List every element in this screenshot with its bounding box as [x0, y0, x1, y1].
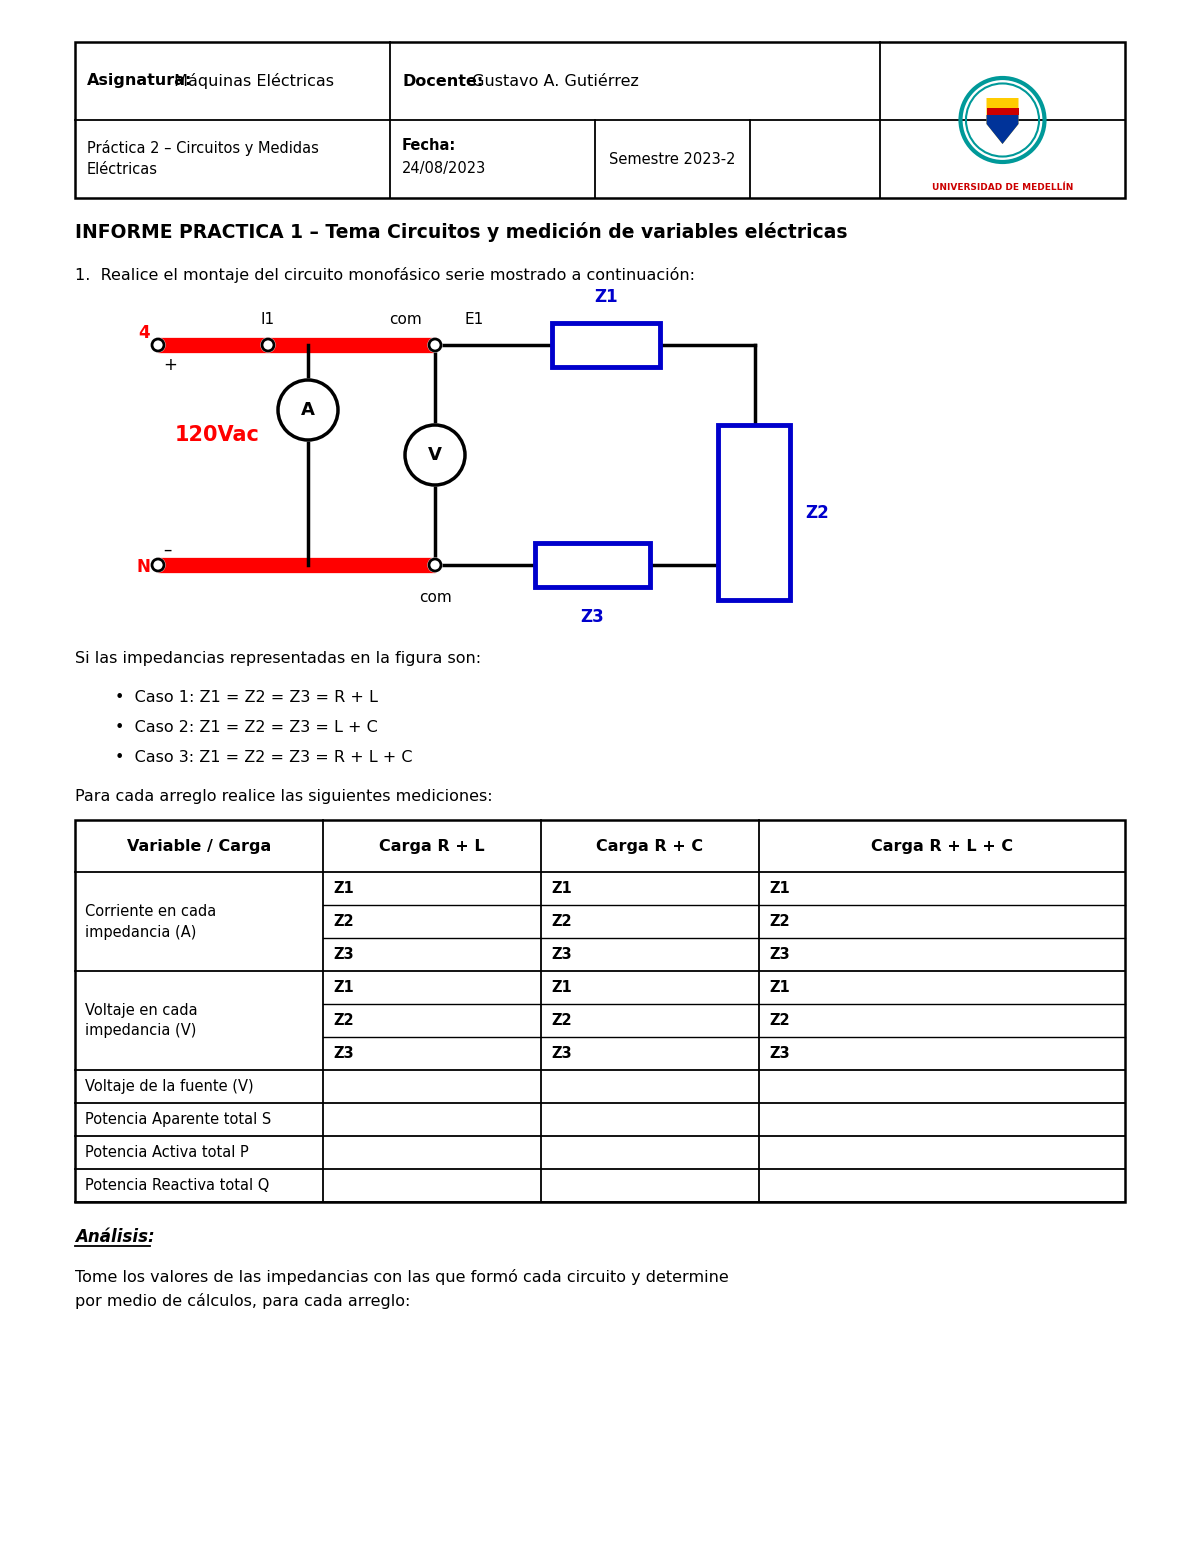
Text: Máquinas Eléctricas: Máquinas Eléctricas: [169, 73, 334, 89]
Polygon shape: [986, 115, 1019, 144]
Text: N: N: [136, 558, 150, 576]
Text: 1.  Realice el montaje del circuito monofásico serie mostrado a continuación:: 1. Realice el montaje del circuito monof…: [74, 267, 695, 283]
Text: Z2: Z2: [551, 915, 571, 929]
Text: E1: E1: [466, 312, 485, 328]
Circle shape: [151, 339, 166, 353]
Text: Z2: Z2: [769, 915, 790, 929]
Text: Práctica 2 – Circuitos y Medidas
Eléctricas: Práctica 2 – Circuitos y Medidas Eléctri…: [88, 140, 319, 177]
Text: INFORME PRACTICA 1 – Tema Circuitos y medición de variables eléctricas: INFORME PRACTICA 1 – Tema Circuitos y me…: [74, 222, 847, 242]
Text: •  Caso 1: Z1 = Z2 = Z3 = R + L: • Caso 1: Z1 = Z2 = Z3 = R + L: [115, 691, 378, 705]
Circle shape: [277, 379, 340, 441]
Text: Z2: Z2: [805, 503, 829, 522]
Circle shape: [404, 424, 466, 486]
Text: Z1: Z1: [551, 980, 571, 995]
Text: Corriente en cada
impedancia (A): Corriente en cada impedancia (A): [85, 904, 216, 940]
Text: Carga R + L + C: Carga R + L + C: [871, 839, 1013, 854]
Text: Z2: Z2: [334, 915, 354, 929]
Bar: [552, 323, 660, 367]
Text: Docente:: Docente:: [402, 73, 484, 89]
Text: •  Caso 2: Z1 = Z2 = Z3 = L + C: • Caso 2: Z1 = Z2 = Z3 = L + C: [115, 721, 378, 736]
Bar: [535, 544, 650, 587]
Text: Asignatura:: Asignatura:: [88, 73, 192, 89]
Text: Semestre 2023-2: Semestre 2023-2: [610, 152, 736, 166]
Text: Z1: Z1: [551, 881, 571, 896]
Text: I1: I1: [260, 312, 275, 328]
Text: Potencia Reactiva total Q: Potencia Reactiva total Q: [85, 1179, 269, 1193]
Text: Variable / Carga: Variable / Carga: [127, 839, 271, 854]
Text: Gustavo A. Gutiérrez: Gustavo A. Gutiérrez: [467, 73, 638, 89]
Text: UNIVERSIDAD DE MEDELLÍN: UNIVERSIDAD DE MEDELLÍN: [932, 183, 1073, 193]
Text: com: com: [389, 312, 421, 328]
Text: Z3: Z3: [334, 947, 354, 961]
Text: 24/08/2023: 24/08/2023: [402, 160, 486, 175]
Text: Z1: Z1: [334, 881, 354, 896]
Text: Potencia Activa total P: Potencia Activa total P: [85, 1145, 248, 1160]
Text: 4: 4: [138, 325, 150, 342]
Text: Potencia Aparente total S: Potencia Aparente total S: [85, 1112, 271, 1127]
Text: 120Vac: 120Vac: [175, 426, 260, 446]
Text: Z2: Z2: [551, 1013, 571, 1028]
Text: V: V: [428, 446, 442, 464]
Text: Z2: Z2: [334, 1013, 354, 1028]
Text: com: com: [419, 590, 451, 606]
Text: Z1: Z1: [769, 881, 790, 896]
Polygon shape: [986, 109, 1019, 115]
Circle shape: [406, 426, 466, 485]
Text: Z3: Z3: [581, 609, 605, 626]
Text: Si las impedancias representadas en la figura son:: Si las impedancias representadas en la f…: [74, 651, 481, 666]
Text: Carga R + C: Carga R + C: [596, 839, 703, 854]
Circle shape: [151, 558, 166, 572]
Text: Z1: Z1: [334, 980, 354, 995]
Bar: [718, 426, 790, 599]
Text: A: A: [301, 401, 314, 419]
Text: Z1: Z1: [594, 287, 618, 306]
Text: Z3: Z3: [334, 1047, 354, 1061]
Text: Z3: Z3: [551, 947, 571, 961]
Text: Fecha:: Fecha:: [402, 138, 456, 152]
Text: Z3: Z3: [769, 947, 790, 961]
Polygon shape: [986, 98, 1019, 144]
Text: Carga R + L: Carga R + L: [379, 839, 485, 854]
Circle shape: [428, 339, 442, 353]
Text: Z2: Z2: [769, 1013, 790, 1028]
Text: Z3: Z3: [551, 1047, 571, 1061]
Text: •  Caso 3: Z1 = Z2 = Z3 = R + L + C: • Caso 3: Z1 = Z2 = Z3 = R + L + C: [115, 750, 413, 766]
Bar: [74, 42, 1126, 197]
Text: –: –: [163, 540, 172, 559]
Circle shape: [428, 558, 442, 572]
Circle shape: [262, 339, 275, 353]
Bar: [74, 820, 1126, 1202]
Text: Z3: Z3: [769, 1047, 790, 1061]
Text: Tome los valores de las impedancias con las que formó cada circuito y determine
: Tome los valores de las impedancias con …: [74, 1269, 728, 1309]
Text: +: +: [163, 356, 176, 374]
Text: Z1: Z1: [769, 980, 790, 995]
Text: Voltaje de la fuente (V): Voltaje de la fuente (V): [85, 1079, 253, 1093]
Text: Análisis:: Análisis:: [74, 1228, 155, 1246]
Text: Voltaje en cada
impedancia (V): Voltaje en cada impedancia (V): [85, 1003, 198, 1039]
Circle shape: [278, 380, 338, 439]
Text: Para cada arreglo realice las siguientes mediciones:: Para cada arreglo realice las siguientes…: [74, 789, 493, 804]
